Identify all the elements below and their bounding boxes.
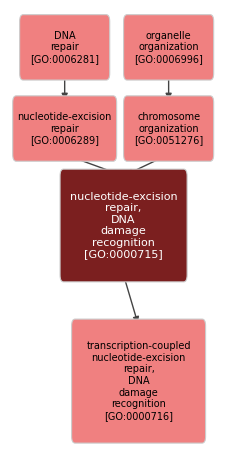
- Text: nucleotide-excision
repair,
DNA
damage
recognition
[GO:0000715]: nucleotide-excision repair, DNA damage r…: [70, 192, 177, 259]
- Text: chromosome
organization
[GO:0051276]: chromosome organization [GO:0051276]: [134, 112, 203, 145]
- Text: organelle
organization
[GO:0006996]: organelle organization [GO:0006996]: [134, 31, 203, 64]
- FancyBboxPatch shape: [72, 319, 206, 443]
- FancyBboxPatch shape: [60, 169, 187, 282]
- FancyBboxPatch shape: [124, 14, 214, 80]
- Text: DNA
repair
[GO:0006281]: DNA repair [GO:0006281]: [30, 31, 99, 64]
- FancyBboxPatch shape: [124, 96, 214, 161]
- FancyBboxPatch shape: [13, 96, 117, 161]
- FancyBboxPatch shape: [20, 14, 110, 80]
- Text: transcription-coupled
nucleotide-excision
repair,
DNA
damage
recognition
[GO:000: transcription-coupled nucleotide-excisio…: [86, 341, 191, 421]
- Text: nucleotide-excision
repair
[GO:0006289]: nucleotide-excision repair [GO:0006289]: [18, 112, 112, 145]
